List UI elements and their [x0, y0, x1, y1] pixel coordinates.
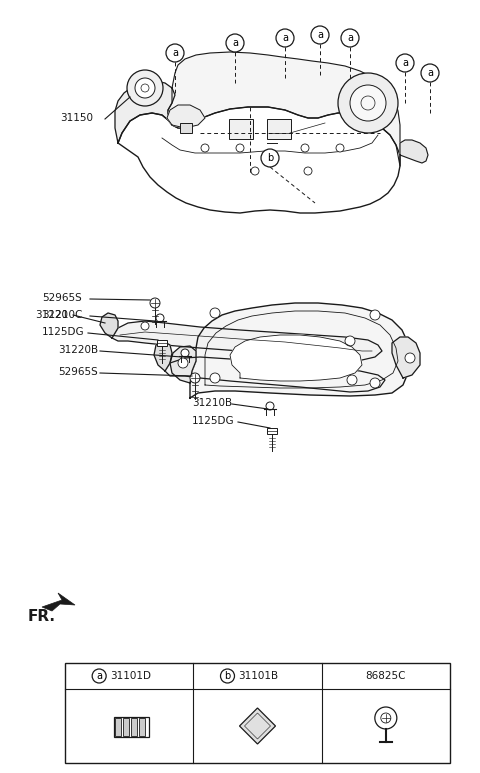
Polygon shape	[118, 107, 400, 213]
Text: 1125DG: 1125DG	[192, 416, 235, 426]
Text: a: a	[282, 33, 288, 43]
Bar	[123, 718, 129, 736]
Text: 1125DG: 1125DG	[42, 327, 84, 337]
Circle shape	[156, 314, 164, 322]
Circle shape	[301, 144, 309, 152]
Polygon shape	[154, 341, 172, 371]
Polygon shape	[400, 140, 428, 163]
Circle shape	[276, 29, 294, 47]
Polygon shape	[392, 337, 420, 378]
Circle shape	[336, 144, 344, 152]
Circle shape	[150, 298, 160, 308]
FancyBboxPatch shape	[267, 119, 291, 139]
Text: 31101D: 31101D	[110, 671, 151, 681]
Bar	[180, 123, 192, 133]
Text: b: b	[224, 671, 230, 681]
Circle shape	[370, 378, 380, 388]
Text: 52965S: 52965S	[58, 367, 98, 377]
Bar	[65, 663, 450, 763]
Text: 31220: 31220	[35, 310, 68, 320]
Circle shape	[405, 353, 415, 363]
Circle shape	[181, 349, 189, 357]
Circle shape	[341, 29, 359, 47]
Polygon shape	[100, 313, 118, 338]
Text: a: a	[96, 671, 102, 681]
Text: 31101B: 31101B	[239, 671, 278, 681]
Polygon shape	[240, 708, 276, 744]
Circle shape	[421, 64, 439, 82]
Circle shape	[210, 373, 220, 383]
Circle shape	[338, 73, 398, 133]
Circle shape	[220, 669, 235, 683]
Text: a: a	[232, 38, 238, 48]
Text: a: a	[317, 30, 323, 40]
Polygon shape	[168, 52, 400, 166]
Circle shape	[266, 402, 274, 410]
Circle shape	[201, 144, 209, 152]
Polygon shape	[112, 321, 382, 360]
Circle shape	[345, 336, 355, 346]
Bar	[115, 718, 121, 736]
Circle shape	[141, 322, 149, 330]
Circle shape	[347, 375, 357, 385]
Text: a: a	[402, 58, 408, 68]
Circle shape	[92, 669, 106, 683]
Bar	[139, 718, 145, 736]
Polygon shape	[170, 346, 196, 383]
Bar	[114, 717, 149, 737]
Bar	[267, 428, 277, 434]
Circle shape	[311, 26, 329, 44]
Polygon shape	[190, 303, 410, 398]
Text: 31210C: 31210C	[42, 310, 83, 320]
Circle shape	[178, 358, 188, 368]
Circle shape	[396, 54, 414, 72]
Circle shape	[127, 70, 163, 106]
Bar	[157, 340, 167, 346]
Text: b: b	[267, 153, 273, 163]
Circle shape	[166, 44, 184, 62]
Text: a: a	[347, 33, 353, 43]
Circle shape	[251, 167, 259, 175]
Text: 31210B: 31210B	[192, 398, 232, 408]
FancyBboxPatch shape	[229, 119, 253, 139]
Circle shape	[236, 144, 244, 152]
Polygon shape	[42, 593, 75, 611]
Circle shape	[370, 310, 380, 320]
Circle shape	[190, 373, 200, 383]
Polygon shape	[115, 81, 175, 143]
Text: a: a	[172, 48, 178, 58]
Polygon shape	[165, 357, 385, 392]
Circle shape	[210, 308, 220, 318]
Text: a: a	[427, 68, 433, 78]
Text: 86825C: 86825C	[366, 671, 406, 681]
Circle shape	[304, 167, 312, 175]
Text: 52965S: 52965S	[42, 293, 82, 303]
Polygon shape	[167, 105, 205, 128]
Text: 31150: 31150	[60, 113, 93, 123]
Circle shape	[261, 149, 279, 167]
Circle shape	[135, 78, 155, 98]
Polygon shape	[230, 335, 362, 381]
Text: 31220B: 31220B	[58, 345, 98, 355]
Bar	[131, 718, 137, 736]
Circle shape	[350, 85, 386, 121]
Circle shape	[375, 707, 397, 729]
Circle shape	[226, 34, 244, 52]
Text: FR.: FR.	[28, 609, 56, 624]
